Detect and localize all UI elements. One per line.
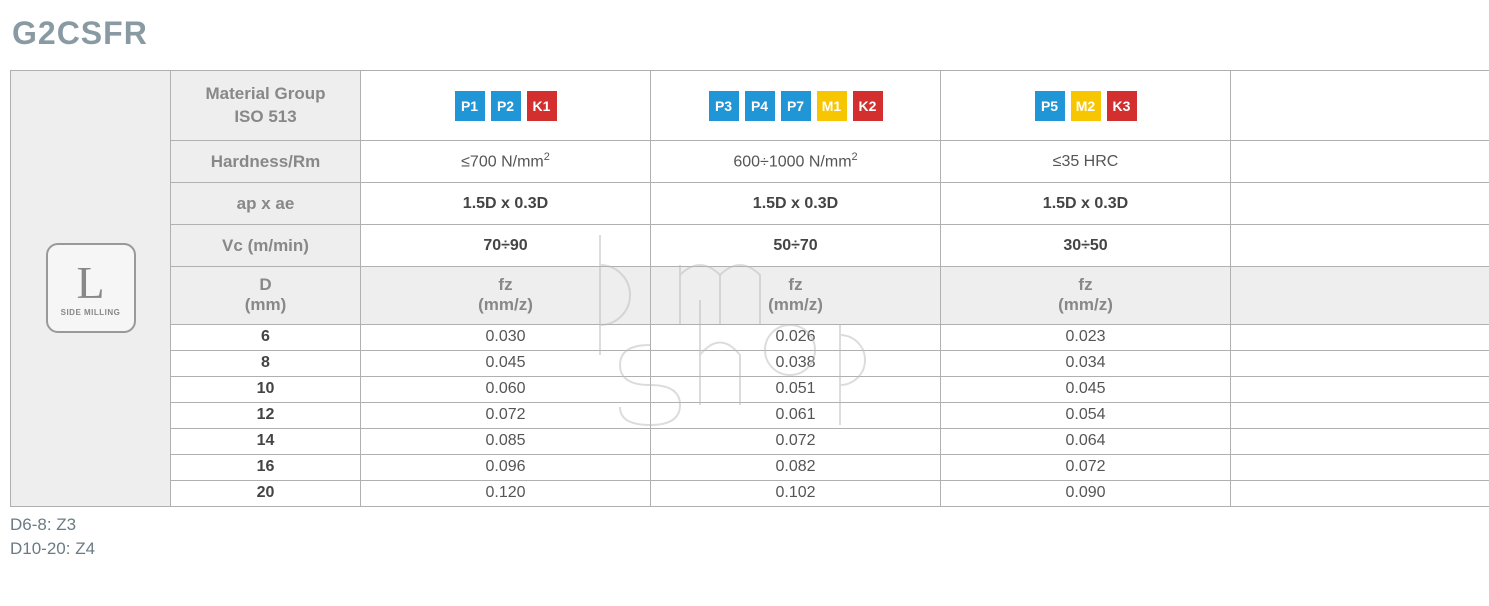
material-badge-m1: M1 xyxy=(817,91,847,121)
d-value-1: 8 xyxy=(171,350,361,376)
fz-value-2-2: 0.045 xyxy=(941,376,1231,402)
hardness-0: ≤700 N/mm2 xyxy=(361,141,651,183)
empty-cell xyxy=(1231,428,1489,454)
empty-cell xyxy=(1231,183,1489,225)
fz-value-5-2: 0.072 xyxy=(941,454,1231,480)
ap-ae-1: 1.5D x 0.3D xyxy=(651,183,941,225)
hardness-1: 600÷1000 N/mm2 xyxy=(651,141,941,183)
material-badge-p2: P2 xyxy=(491,91,521,121)
footnote: D6-8: Z3 xyxy=(10,513,1479,537)
table-row: 160.0960.0820.072 xyxy=(11,454,1489,480)
header-hardness: Hardness/Rm xyxy=(171,141,361,183)
icon-label: SIDE MILLING xyxy=(61,308,121,317)
fz-value-0-0: 0.030 xyxy=(361,324,651,350)
table-row: 60.0300.0260.023 xyxy=(11,324,1489,350)
empty-header xyxy=(1231,267,1489,325)
empty-cell xyxy=(1231,225,1489,267)
fz-value-2-0: 0.060 xyxy=(361,376,651,402)
d-value-3: 12 xyxy=(171,402,361,428)
header-fz-2: fz(mm/z) xyxy=(941,267,1231,325)
fz-value-0-1: 0.026 xyxy=(651,324,941,350)
empty-cell xyxy=(1231,350,1489,376)
header-fz-0: fz(mm/z) xyxy=(361,267,651,325)
d-value-2: 10 xyxy=(171,376,361,402)
table-row: 200.1200.1020.090 xyxy=(11,480,1489,506)
icon-letter: L xyxy=(76,260,104,306)
vc-2: 30÷50 xyxy=(941,225,1231,267)
empty-cell xyxy=(1231,454,1489,480)
fz-value-0-2: 0.023 xyxy=(941,324,1231,350)
ap-ae-2: 1.5D x 0.3D xyxy=(941,183,1231,225)
material-badge-k3: K3 xyxy=(1107,91,1137,121)
material-badge-p3: P3 xyxy=(709,91,739,121)
header-vc: Vc (m/min) xyxy=(171,225,361,267)
side-milling-icon: L SIDE MILLING xyxy=(46,243,136,333)
fz-value-3-2: 0.054 xyxy=(941,402,1231,428)
fz-value-4-1: 0.072 xyxy=(651,428,941,454)
fz-value-4-2: 0.064 xyxy=(941,428,1231,454)
empty-cell xyxy=(1231,71,1489,141)
material-badge-p7: P7 xyxy=(781,91,811,121)
table-row: 100.0600.0510.045 xyxy=(11,376,1489,402)
empty-cell xyxy=(1231,402,1489,428)
fz-value-5-0: 0.096 xyxy=(361,454,651,480)
fz-value-5-1: 0.082 xyxy=(651,454,941,480)
d-value-6: 20 xyxy=(171,480,361,506)
table-row: 120.0720.0610.054 xyxy=(11,402,1489,428)
vc-1: 50÷70 xyxy=(651,225,941,267)
header-d: D(mm) xyxy=(171,267,361,325)
operation-icon-cell: L SIDE MILLING xyxy=(11,71,171,507)
d-value-0: 6 xyxy=(171,324,361,350)
ap-ae-0: 1.5D x 0.3D xyxy=(361,183,651,225)
fz-value-3-0: 0.072 xyxy=(361,402,651,428)
vc-0: 70÷90 xyxy=(361,225,651,267)
d-value-5: 16 xyxy=(171,454,361,480)
empty-cell xyxy=(1231,376,1489,402)
page-title: G2CSFR xyxy=(12,15,1479,52)
fz-value-1-0: 0.045 xyxy=(361,350,651,376)
empty-cell xyxy=(1231,324,1489,350)
material-badge-k2: K2 xyxy=(853,91,883,121)
empty-cell xyxy=(1231,480,1489,506)
material-badge-p4: P4 xyxy=(745,91,775,121)
table-row: 80.0450.0380.034 xyxy=(11,350,1489,376)
material-badge-m2: M2 xyxy=(1071,91,1101,121)
material-group-0: P1P2K1 xyxy=(361,71,651,141)
material-badge-p1: P1 xyxy=(455,91,485,121)
fz-value-6-0: 0.120 xyxy=(361,480,651,506)
header-ap-ae: ap x ae xyxy=(171,183,361,225)
hardness-2: ≤35 HRC xyxy=(941,141,1231,183)
fz-value-6-2: 0.090 xyxy=(941,480,1231,506)
header-material-group: Material GroupISO 513 xyxy=(171,71,361,141)
cutting-data-table: L SIDE MILLING Material GroupISO 513P1P2… xyxy=(10,70,1489,507)
material-group-1: P3P4P7M1K2 xyxy=(651,71,941,141)
fz-value-6-1: 0.102 xyxy=(651,480,941,506)
d-value-4: 14 xyxy=(171,428,361,454)
fz-value-2-1: 0.051 xyxy=(651,376,941,402)
fz-value-1-2: 0.034 xyxy=(941,350,1231,376)
material-badge-p5: P5 xyxy=(1035,91,1065,121)
header-fz-1: fz(mm/z) xyxy=(651,267,941,325)
fz-value-4-0: 0.085 xyxy=(361,428,651,454)
material-group-2: P5M2K3 xyxy=(941,71,1231,141)
footnotes: D6-8: Z3D10-20: Z4 xyxy=(10,513,1479,561)
table-row: 140.0850.0720.064 xyxy=(11,428,1489,454)
material-badge-k1: K1 xyxy=(527,91,557,121)
fz-value-1-1: 0.038 xyxy=(651,350,941,376)
fz-value-3-1: 0.061 xyxy=(651,402,941,428)
footnote: D10-20: Z4 xyxy=(10,537,1479,561)
empty-cell xyxy=(1231,141,1489,183)
